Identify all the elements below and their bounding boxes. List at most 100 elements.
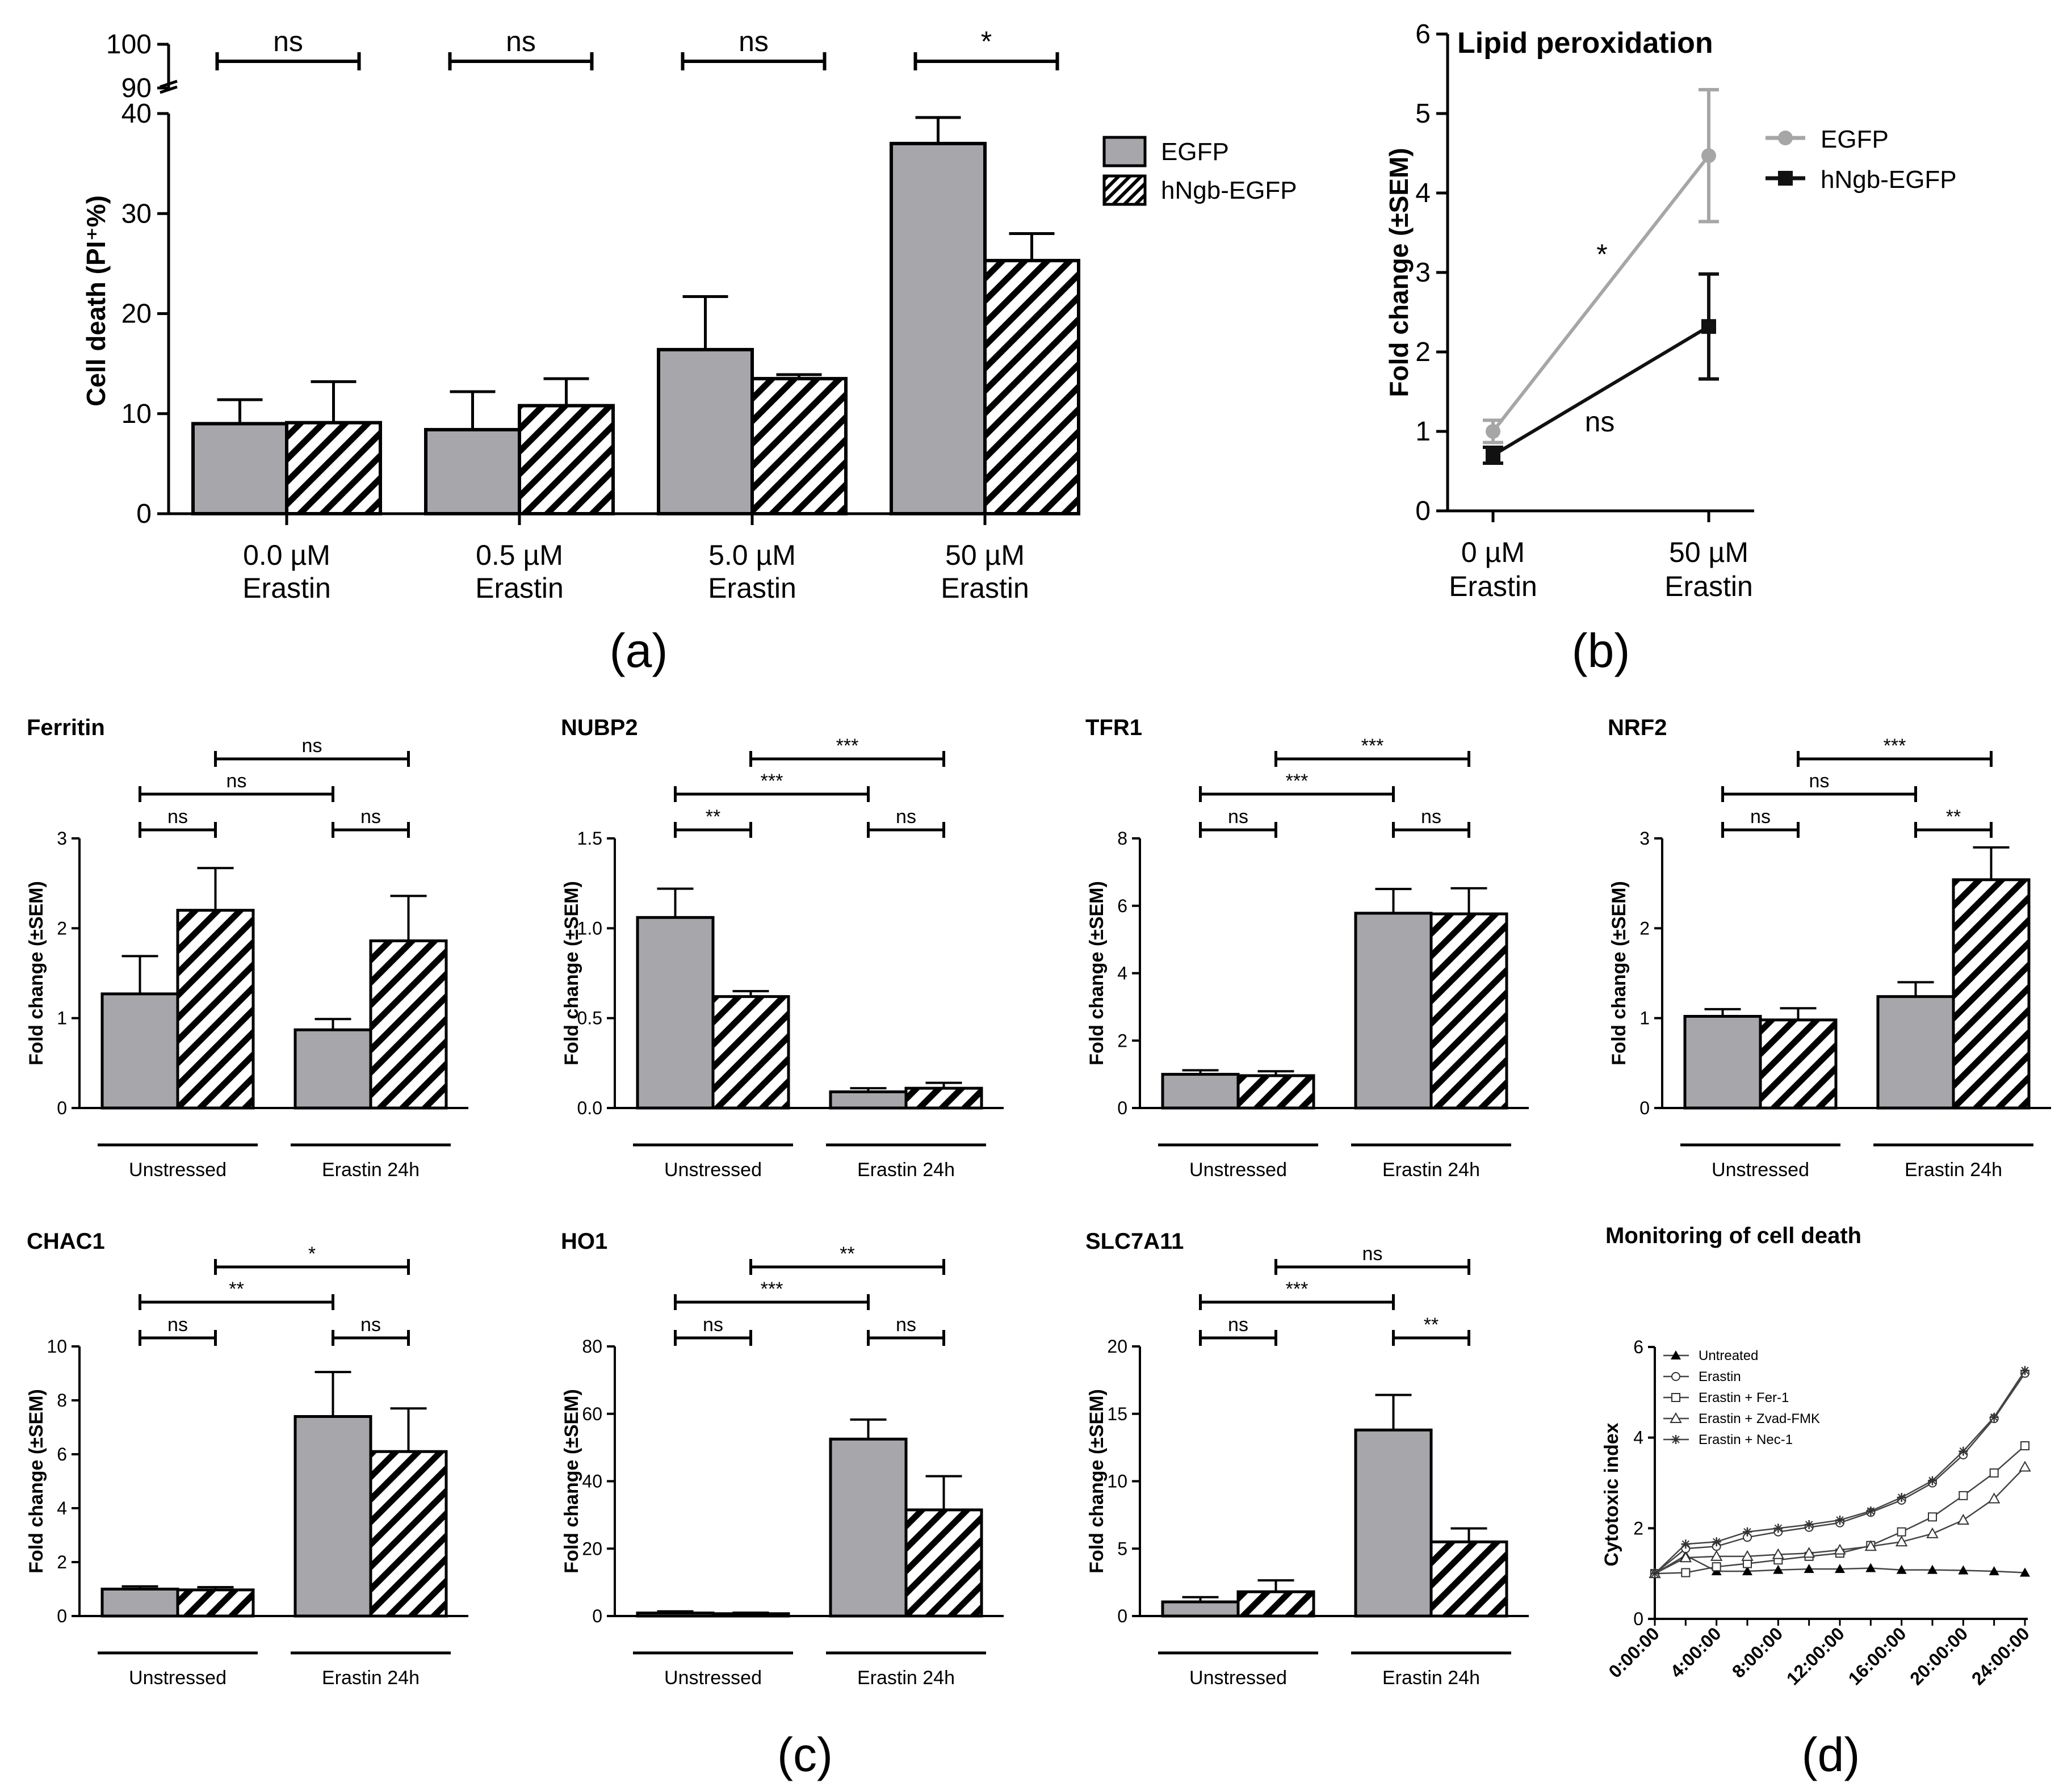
significance-label: ns xyxy=(302,735,322,757)
legend-label-hngb-egfp-b: hNgb-EGFP xyxy=(1821,166,1957,194)
y-tick-label: 0 xyxy=(1117,1098,1127,1118)
y-tick-label: 90 xyxy=(121,73,152,103)
bar-hngb-egfp xyxy=(1952,878,2031,1110)
bar-egfp xyxy=(1876,995,1955,1110)
y-tick-label: 1 xyxy=(57,1008,67,1029)
chart-ho1: HO1 Fold change (±SEM) 0 20 40 60 80 Unstresse… xyxy=(561,1229,1004,1689)
y-tick-label: 10 xyxy=(1107,1471,1127,1492)
significance-label: ns xyxy=(167,1314,188,1336)
axis-break-mark xyxy=(160,85,178,94)
legend-marker xyxy=(1671,1372,1680,1381)
significance-label: ns xyxy=(273,26,303,57)
chart-title-tfr1: TFR1 xyxy=(1085,715,1142,740)
bar-hngb-egfp xyxy=(1759,1018,1838,1110)
data-point xyxy=(1802,1547,1815,1558)
significance-label: *** xyxy=(1286,770,1309,792)
y-tick-label: 4 xyxy=(57,1498,67,1518)
significance-label: ns xyxy=(1421,806,1441,828)
x-tick-label: 0.0 µM xyxy=(243,539,330,571)
data-point xyxy=(1804,1564,1814,1573)
chart-nrf2: NRF2 Fold change (±SEM) 0 1 2 3 Unstressed Era… xyxy=(1608,715,2051,1181)
group-label: Unstressed xyxy=(129,1159,227,1181)
bar-hngb-egfp xyxy=(176,1588,255,1618)
x-tick-label: Erastin xyxy=(941,572,1029,604)
y-tick-label: 6 xyxy=(1415,19,1431,49)
y-tick-label: 60 xyxy=(582,1404,602,1424)
y-tick-label: 0 xyxy=(57,1606,67,1626)
data-point xyxy=(1681,1568,1691,1577)
x-tick-label: 20:00:00 xyxy=(1906,1623,1972,1689)
bar-hngb-egfp xyxy=(904,1508,983,1618)
legend-label-egfp: EGFP xyxy=(1161,138,1229,166)
ylabel-cytotoxic-index: Cytotoxic index xyxy=(1601,1422,1622,1566)
bar-hngb-egfp xyxy=(369,1450,448,1618)
legend-marker xyxy=(1670,1412,1682,1423)
chart-chac1: CHAC1 Fold change (±SEM) 0 2 4 6 8 10 Unstresse… xyxy=(26,1229,468,1689)
x-tick-label: 5.0 µM xyxy=(708,539,796,571)
y-tick-label: 8 xyxy=(1117,828,1127,849)
x-tick-label: 24:00:00 xyxy=(1968,1623,2033,1689)
group-label: Unstressed xyxy=(1189,1667,1287,1689)
data-point xyxy=(1987,1492,2001,1504)
data-point xyxy=(1742,1566,1752,1576)
y-tick-label: 20 xyxy=(582,1538,602,1559)
significance-label: *** xyxy=(836,735,859,757)
legend-marker-hngb xyxy=(1778,171,1793,186)
data-point xyxy=(1805,1521,1813,1529)
y-axis-label: Fold change (±SEM) xyxy=(561,881,582,1065)
series-line-0 xyxy=(1491,154,1710,433)
data-point xyxy=(1957,1513,1970,1525)
group-label: Erastin 24h xyxy=(1382,1159,1480,1181)
data-point xyxy=(1864,1540,1877,1551)
data-point xyxy=(1701,319,1716,334)
y-tick-label: 10 xyxy=(121,399,152,429)
data-point xyxy=(1774,1524,1783,1533)
bar-egfp xyxy=(829,1437,908,1618)
x-tick-label: Erastin xyxy=(1449,570,1537,602)
panel-label-b: (b) xyxy=(1572,624,1630,677)
y-tick-label: 5 xyxy=(1117,1538,1127,1559)
data-point xyxy=(1834,1543,1846,1555)
significance-label: * xyxy=(308,1243,316,1265)
chart-slc7a11-marks: Fold change (±SEM) 0 5 10 15 20 Unstressed Eras… xyxy=(1086,1243,1529,1689)
bar-egfp xyxy=(1683,1015,1762,1110)
y-tick-label: 40 xyxy=(121,99,152,129)
y-tick-label: 6 xyxy=(1117,896,1127,916)
data-point xyxy=(1710,1550,1723,1561)
data-point xyxy=(1743,1528,1751,1536)
significance-label: ns xyxy=(739,26,769,57)
bar-egfp xyxy=(191,422,288,515)
chart-title-ho1: HO1 xyxy=(561,1229,607,1254)
significance-label: ** xyxy=(706,806,720,828)
bar-egfp xyxy=(1161,1073,1240,1110)
x-tick-label: Erastin xyxy=(708,572,796,604)
annotation-significance: * xyxy=(1596,238,1607,270)
data-point xyxy=(2020,1441,2029,1451)
significance-label: ns xyxy=(1228,806,1248,828)
legend-label: Erastin xyxy=(1699,1369,1741,1384)
significance-label: ns xyxy=(896,1314,916,1336)
chart-monitoring-cell-death: Monitoring of cell death Cytotoxic index… xyxy=(1601,1223,2033,1689)
y-tick-label: 0 xyxy=(1633,1609,1643,1629)
data-point xyxy=(1959,1447,1968,1455)
data-point xyxy=(1836,1516,1844,1524)
legend-swatch-hngb-egfp xyxy=(1102,174,1147,206)
data-point xyxy=(2020,1567,2030,1577)
significance-label: ns xyxy=(1228,1314,1248,1336)
data-point xyxy=(1895,1535,1908,1547)
x-tick-label: 8:00:00 xyxy=(1728,1623,1787,1681)
data-point xyxy=(1958,1565,1969,1575)
y-tick-label: 0 xyxy=(1415,496,1431,526)
bar-hngb-egfp xyxy=(711,1612,790,1618)
significance-label: ns xyxy=(167,806,188,828)
x-tick-label: 50 µM xyxy=(945,539,1025,571)
data-point xyxy=(1897,1493,1906,1501)
data-point xyxy=(1712,1538,1721,1546)
chart-chac1-marks: Fold change (±SEM) 0 2 4 6 8 10 Unstressed Erast… xyxy=(26,1243,468,1689)
chart-title-nubp2: NUBP2 xyxy=(561,715,638,740)
bar-hngb-egfp xyxy=(518,404,615,516)
legend-marker xyxy=(1671,1393,1680,1402)
bar-egfp xyxy=(100,1588,179,1618)
y-tick-label: 15 xyxy=(1107,1404,1127,1424)
